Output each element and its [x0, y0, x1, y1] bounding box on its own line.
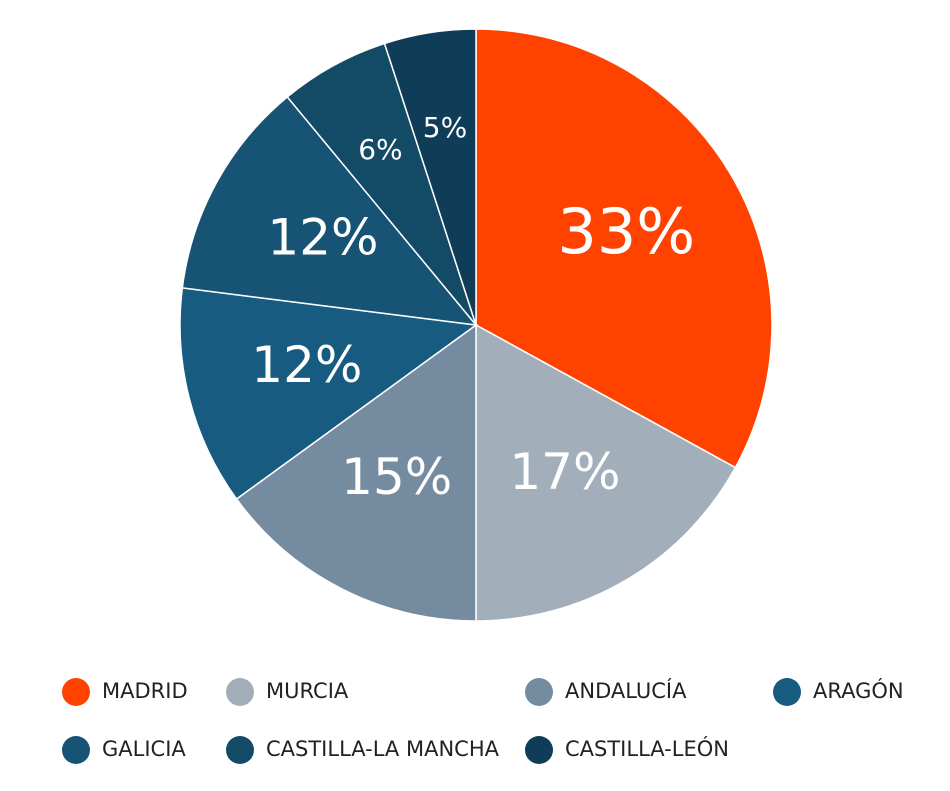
pie-slice — [475, 323, 737, 622]
pie-slice — [179, 287, 478, 501]
slice-label: 12% — [251, 336, 362, 394]
pie-slice — [475, 28, 773, 469]
legend-label: CASTILLA-LEÓN — [565, 736, 729, 761]
slice-label: 12% — [267, 208, 378, 266]
legend-label: MADRID — [102, 679, 188, 703]
legend-label: ANDALUCÍA — [565, 678, 687, 703]
legend-label: GALICIA — [102, 737, 186, 761]
legend-label: CASTILLA-LA MANCHA — [266, 737, 500, 761]
legend-label: MURCIA — [266, 679, 349, 703]
slice-label: 33% — [557, 195, 695, 268]
legend-swatch — [62, 678, 90, 706]
slice-label: 15% — [341, 448, 452, 506]
legend-swatch — [525, 678, 553, 706]
legend-swatch — [62, 736, 90, 764]
legend-swatch — [525, 736, 553, 764]
slice-label: 6% — [358, 133, 402, 166]
slice-label: 5% — [423, 111, 467, 144]
pie-slice — [383, 28, 477, 326]
legend-label: ARAGÓN — [813, 678, 904, 703]
legend-swatch — [226, 678, 254, 706]
legend-swatch — [773, 678, 801, 706]
legend-swatch — [226, 736, 254, 764]
pie-slice — [181, 95, 478, 326]
pie-slice — [235, 323, 477, 622]
slice-label: 17% — [509, 443, 620, 501]
